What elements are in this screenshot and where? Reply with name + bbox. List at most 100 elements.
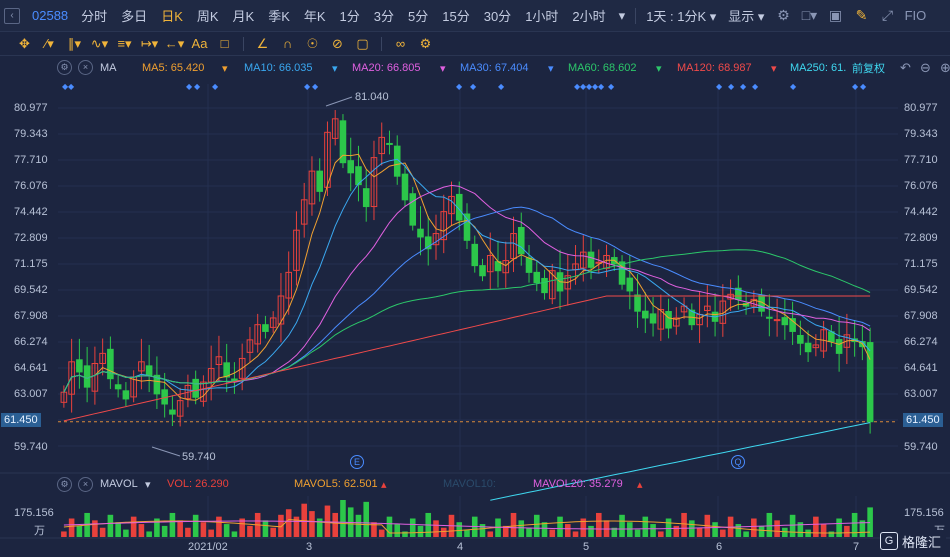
tab-1min[interactable]: 1分	[339, 9, 360, 24]
candle-body	[114, 384, 122, 390]
candle-body	[517, 226, 525, 255]
back-icon[interactable]: ‹	[4, 8, 20, 24]
candle-body	[781, 317, 789, 326]
tab-2hour[interactable]: 2小时	[572, 9, 606, 24]
vol-settings-icon[interactable]: ⚙	[57, 477, 72, 492]
candle-body	[91, 363, 99, 392]
mavol20-value: MAVOL20: 35.279	[533, 478, 623, 490]
volume-bar	[402, 531, 408, 537]
volume-bar	[533, 514, 540, 537]
divider	[635, 7, 637, 24]
tab-intraday[interactable]: 分时	[81, 9, 108, 24]
volume-bar	[223, 524, 230, 537]
divider	[243, 36, 244, 51]
adjust-mode[interactable]: 前复权	[852, 63, 885, 75]
tab-30min[interactable]: 30分	[483, 9, 512, 24]
ma-settings-icon[interactable]: ⚙	[57, 60, 72, 75]
event-e-marker[interactable]: E	[350, 455, 364, 469]
draw-pen-icon[interactable]: ✎	[855, 7, 868, 23]
link-icon[interactable]: ∞	[395, 36, 406, 51]
volume-bar	[309, 511, 315, 537]
ma250-value: MA250: 61.	[790, 62, 847, 74]
fio-button[interactable]: FIO	[904, 8, 927, 23]
ma5-value: MA5: 65.420	[142, 62, 205, 74]
candle-body	[828, 331, 835, 343]
volume-bar	[456, 522, 463, 537]
y-tick-label: 64.641	[14, 362, 48, 374]
wave-tool-icon[interactable]: ∿▾	[90, 35, 109, 51]
volume-legend-row: ⚙ × MAVOL ▾ VOL: 26.290 MAVOL5: 62.501 ▴…	[0, 474, 950, 494]
fullscreen-icon[interactable]: ⤢	[881, 7, 894, 23]
layout-square-icon[interactable]: □▾	[801, 7, 818, 23]
candle-body	[246, 339, 254, 353]
channel-tool-icon[interactable]: ∥▾	[67, 35, 82, 51]
tab-1hour[interactable]: 1小时	[525, 9, 559, 24]
note-tool-icon[interactable]: □	[220, 36, 229, 51]
event-q-marker[interactable]: Q	[731, 455, 745, 469]
top-toolbar: ‹ 02588 分时 多日 日K 周K 月K 季K 年K 1分 3分 5分 15…	[0, 0, 950, 32]
tab-15min[interactable]: 15分	[442, 9, 470, 24]
zoom-out-icon[interactable]: ⊖	[920, 60, 931, 75]
y-tick-label: 80.977	[14, 102, 48, 114]
candle-body	[657, 309, 665, 330]
tab-monthly-k[interactable]: 月K	[232, 9, 255, 24]
fibonacci-tool-icon[interactable]: ≡▾	[117, 35, 132, 51]
candle-body	[215, 356, 223, 366]
tab-quarterly-k[interactable]: 季K	[268, 9, 290, 24]
volume-bar	[611, 527, 618, 537]
event-diamond-icon: ◆	[186, 82, 193, 91]
tab-weekly-k[interactable]: 周K	[196, 9, 219, 24]
candle-body	[409, 193, 417, 226]
range-tool-icon[interactable]: ↦▾	[140, 35, 159, 51]
settings-gear-icon[interactable]: ⚙	[777, 7, 790, 23]
mavol-dropdown-icon[interactable]: ▾	[145, 479, 151, 491]
y-tick-label: 74.442	[14, 206, 48, 218]
candle-body	[153, 374, 161, 395]
ma-close-icon[interactable]: ×	[78, 60, 93, 75]
ruler-icon[interactable]: ∠	[256, 35, 269, 51]
stock-symbol[interactable]: 02588	[32, 8, 69, 23]
camera-icon[interactable]: ▣	[828, 7, 843, 23]
tab-multiday[interactable]: 多日	[121, 9, 148, 24]
text-tool-icon[interactable]: Aa	[191, 36, 208, 51]
candle-body	[145, 365, 153, 376]
mavol-label[interactable]: MAVOL	[100, 478, 138, 490]
display-dropdown[interactable]: 显示 ▾	[728, 9, 765, 24]
tab-5min[interactable]: 5分	[408, 9, 429, 24]
volume-bar	[417, 525, 424, 537]
volume-bar	[177, 520, 183, 537]
zoom-in-icon[interactable]: ⊕	[940, 60, 950, 75]
lock-icon[interactable]: ☉	[306, 35, 319, 51]
ma-label[interactable]: MA	[100, 62, 117, 74]
candle-body	[587, 251, 595, 268]
tab-more-dropdown[interactable]: ▾	[618, 7, 626, 23]
undo-icon[interactable]: ↶	[900, 60, 911, 75]
candle-body	[362, 188, 370, 208]
brand-logo: G 格隆汇	[880, 530, 946, 552]
delete-icon[interactable]: ▢	[356, 35, 369, 51]
hide-icon[interactable]: ⊘	[332, 35, 343, 51]
candle-body	[579, 251, 587, 269]
y-tick-label: 64.641	[904, 362, 938, 374]
tab-yearly-k[interactable]: 年K	[303, 9, 326, 24]
line-tool-icon[interactable]: ∕▾	[45, 35, 54, 51]
drawing-toolbar: ✥ ∕▾ ∥▾ ∿▾ ≡▾ ↦▾ ←▾ Aa □ ∠ ∩ ☉ ⊘ ▢ ∞ ⚙	[0, 32, 950, 56]
event-diamond-icon: ◆	[728, 82, 735, 91]
crosshair-move-icon[interactable]: ✥	[19, 35, 30, 51]
tab-3min[interactable]: 3分	[373, 9, 395, 24]
y-tick-label: 72.809	[14, 232, 48, 244]
arrow-tool-icon[interactable]: ←▾	[164, 35, 185, 51]
candle-body	[820, 329, 827, 352]
volume-bar	[270, 527, 276, 537]
ma20-arrow-icon: ▾	[440, 62, 446, 75]
volume-bar	[92, 520, 98, 537]
candle-body	[339, 120, 347, 164]
vol-close-icon[interactable]: ×	[78, 477, 93, 492]
x-tick-label: 7	[853, 541, 860, 553]
tab-daily-k[interactable]: 日K	[161, 9, 183, 24]
draw-settings-icon[interactable]: ⚙	[419, 35, 432, 51]
magnet-icon[interactable]: ∩	[282, 36, 293, 51]
volume-bar	[479, 524, 486, 537]
period-dropdown[interactable]: 1天 : 1分K ▾	[646, 9, 717, 24]
